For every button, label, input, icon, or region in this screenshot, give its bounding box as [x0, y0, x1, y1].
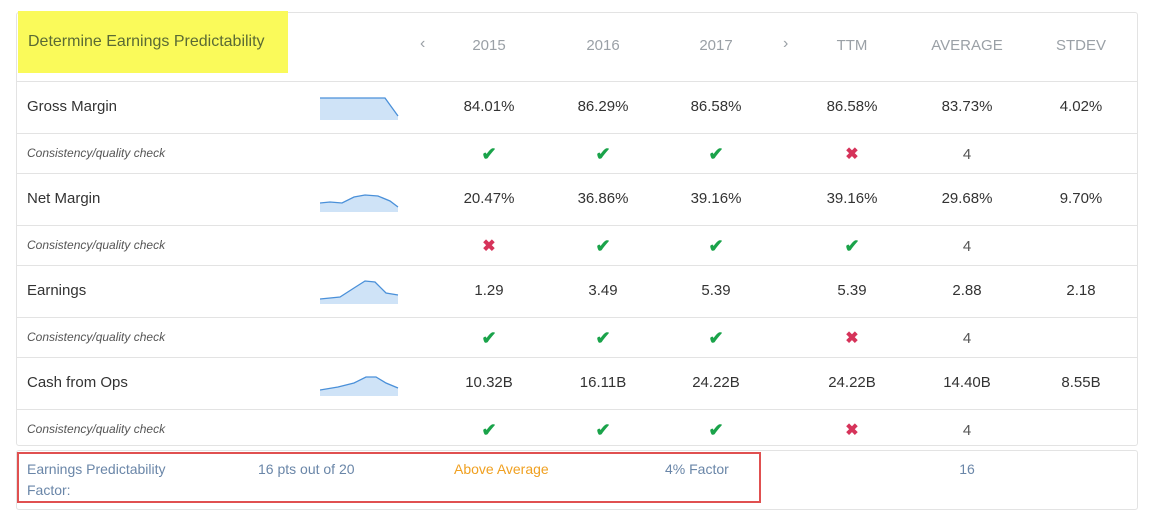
table-title: Determine Earnings Predictability [18, 11, 288, 73]
factor-label-line2: Factor: [27, 482, 71, 498]
check-count: 4 [962, 422, 972, 439]
check-icon: ✔ [708, 420, 724, 440]
sparkline-earnings [320, 280, 399, 304]
value-average: 83.73% [941, 98, 993, 115]
value-2017: 24.22B [692, 374, 740, 391]
value-2016: 86.29% [577, 98, 629, 115]
value-2017: 86.58% [690, 98, 742, 115]
value-2016: 36.86% [577, 190, 629, 207]
predictability-factor-footer: Earnings Predictability Factor: 16 pts o… [16, 450, 1138, 510]
check-icon: ✔ [595, 328, 611, 348]
sparkline-net-margin [320, 194, 399, 212]
chevron-left-icon[interactable]: ‹ [420, 35, 426, 52]
check-icon: ✔ [708, 236, 724, 256]
value-stdev: 8.55B [1061, 374, 1101, 391]
value-2015: 20.47% [463, 190, 515, 207]
value-2015: 1.29 [474, 282, 504, 299]
cross-icon: ✖ [482, 238, 496, 255]
factor-percent: 4% Factor [665, 461, 729, 477]
factor-score: 16 [959, 461, 975, 477]
check-row-net-margin: Consistency/quality check ✖ ✔ ✔ ✔ 4 [17, 226, 1137, 266]
value-stdev: 4.02% [1059, 98, 1103, 115]
check-label: Consistency/quality check [27, 330, 166, 344]
column-header-average: AVERAGE [931, 37, 1003, 54]
metric-row-earnings: Earnings 1.29 3.49 5.39 5.39 2.88 2.18 [17, 265, 1137, 318]
value-2017: 39.16% [690, 190, 742, 207]
check-count: 4 [962, 146, 972, 163]
check-row-earnings: Consistency/quality check ✔ ✔ ✔ ✖ 4 [17, 318, 1137, 358]
value-stdev: 9.70% [1059, 190, 1103, 207]
check-icon: ✔ [481, 144, 497, 164]
column-header-2016: 2016 [586, 37, 620, 54]
check-icon: ✔ [844, 236, 860, 256]
metric-label: Earnings [27, 282, 87, 299]
column-header-2015: 2015 [472, 37, 506, 54]
value-2015: 84.01% [463, 98, 515, 115]
metric-row-gross-margin: Gross Margin 84.01% 86.29% 86.58% 86.58%… [17, 81, 1137, 134]
metric-label: Net Margin [27, 190, 101, 207]
check-label: Consistency/quality check [27, 238, 166, 252]
value-2016: 16.11B [579, 374, 627, 391]
check-icon: ✔ [595, 144, 611, 164]
value-ttm: 24.22B [828, 374, 876, 391]
sparkline-gross-margin [320, 97, 399, 120]
earnings-predictability-table: Determine Earnings Predictability ‹ 2015… [16, 11, 1138, 449]
value-ttm: 86.58% [826, 98, 878, 115]
check-label: Consistency/quality check [27, 146, 166, 160]
check-icon: ✔ [481, 328, 497, 348]
cross-icon: ✖ [845, 422, 859, 439]
check-row-gross-margin: Consistency/quality check ✔ ✔ ✔ ✖ 4 [17, 134, 1137, 174]
value-2016: 3.49 [588, 282, 618, 299]
column-header-2017: 2017 [699, 37, 733, 54]
check-label: Consistency/quality check [27, 422, 166, 436]
value-2015: 10.32B [465, 374, 513, 391]
sparkline-cash-from-ops [320, 376, 399, 396]
value-stdev: 2.18 [1066, 282, 1096, 299]
cross-icon: ✖ [845, 330, 859, 347]
column-header-ttm: TTM [836, 37, 868, 54]
value-average: 14.40B [943, 374, 991, 391]
column-header-stdev: STDEV [1055, 37, 1106, 54]
check-icon: ✔ [481, 420, 497, 440]
factor-label-line1: Earnings Predictability [27, 461, 166, 477]
metric-label: Cash from Ops [27, 374, 128, 391]
check-icon: ✔ [595, 236, 611, 256]
check-row-cash-from-ops: Consistency/quality check ✔ ✔ ✔ ✖ 4 [17, 410, 1137, 449]
value-2017: 5.39 [701, 282, 731, 299]
factor-rating: Above Average [454, 461, 549, 477]
value-average: 29.68% [941, 190, 993, 207]
value-ttm: 39.16% [826, 190, 878, 207]
chevron-right-icon[interactable]: › [783, 35, 789, 52]
check-count: 4 [962, 238, 972, 255]
table-header: Determine Earnings Predictability ‹ 2015… [17, 11, 1137, 82]
metric-row-net-margin: Net Margin 20.47% 36.86% 39.16% 39.16% 2… [17, 173, 1137, 226]
cross-icon: ✖ [845, 146, 859, 163]
highlight-box [17, 452, 761, 503]
check-icon: ✔ [595, 420, 611, 440]
check-icon: ✔ [708, 144, 724, 164]
check-count: 4 [962, 330, 972, 347]
value-ttm: 5.39 [837, 282, 867, 299]
factor-points: 16 pts out of 20 [258, 461, 355, 477]
metric-row-cash-from-ops: Cash from Ops 10.32B 16.11B 24.22B 24.22… [17, 357, 1137, 410]
check-icon: ✔ [708, 328, 724, 348]
value-average: 2.88 [952, 282, 982, 299]
metric-label: Gross Margin [27, 98, 118, 115]
